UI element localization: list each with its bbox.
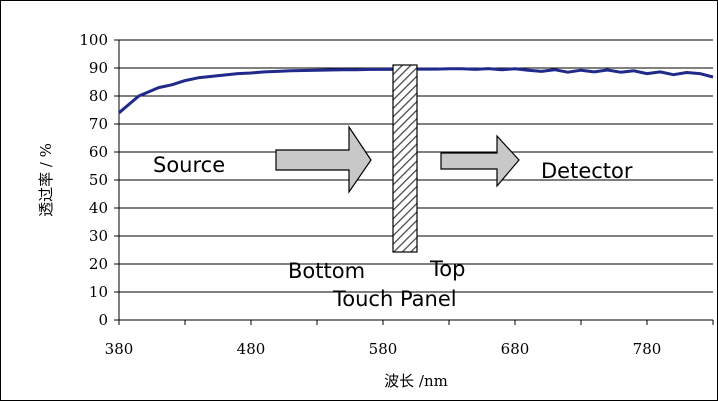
bottom-label: Bottom: [288, 259, 365, 283]
touch-panel-sample: [392, 64, 418, 253]
y-tick-label: 80: [89, 87, 108, 105]
detector-arrow: [440, 134, 520, 188]
y-tick-label: 100: [79, 31, 108, 49]
touch-panel-label: Touch Panel: [332, 287, 457, 311]
y-tick-label: 40: [89, 199, 108, 217]
x-tick-labels: 380 480 580 680 780: [105, 340, 662, 358]
y-tick-label: 70: [89, 115, 108, 133]
y-tick-labels: 0 10 20 30 40 50 60 70 80 90 100: [79, 31, 108, 329]
x-tick-label: 780: [633, 340, 662, 358]
x-tick-label: 580: [369, 340, 398, 358]
source-arrow: [275, 125, 372, 194]
y-tick-label: 10: [89, 283, 108, 301]
y-tick-label: 50: [89, 171, 108, 189]
x-axis-label: 波长 /nm: [384, 372, 448, 390]
y-tick-label: 20: [89, 255, 108, 273]
x-tick-label: 380: [105, 340, 134, 358]
x-tick-label: 680: [501, 340, 530, 358]
axes: [114, 39, 714, 325]
y-tick-label: 0: [98, 311, 108, 329]
y-axis-label: 透过率 / %: [37, 143, 55, 217]
x-tick-label: 480: [237, 340, 266, 358]
source-label: Source: [153, 153, 225, 177]
y-tick-label: 30: [89, 227, 108, 245]
top-label: Top: [429, 257, 465, 281]
y-tick-label: 60: [89, 143, 108, 161]
y-tick-label: 90: [89, 59, 108, 77]
detector-label: Detector: [541, 159, 633, 183]
